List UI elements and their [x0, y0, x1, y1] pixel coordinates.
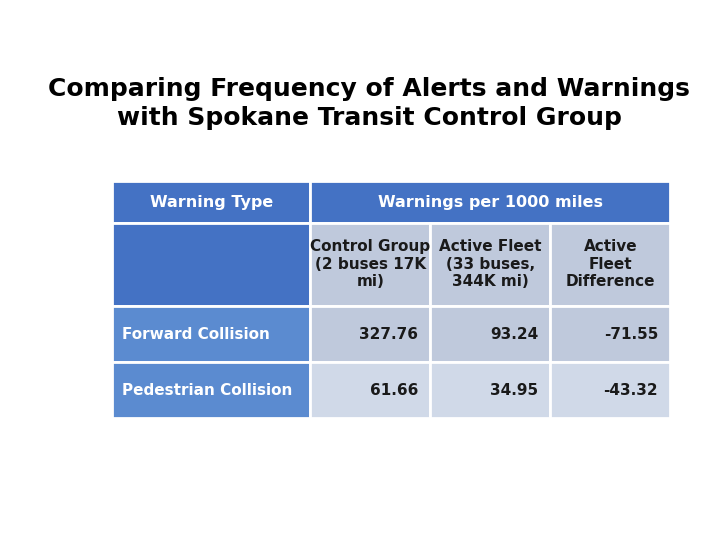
FancyBboxPatch shape — [431, 223, 550, 306]
FancyBboxPatch shape — [112, 362, 310, 418]
FancyBboxPatch shape — [310, 306, 431, 362]
Text: -71.55: -71.55 — [603, 327, 658, 341]
Text: 61.66: 61.66 — [370, 383, 418, 397]
FancyBboxPatch shape — [310, 223, 431, 306]
FancyBboxPatch shape — [550, 223, 670, 306]
Text: Active Fleet
(33 buses,
344K mi): Active Fleet (33 buses, 344K mi) — [439, 239, 541, 289]
Text: 34.95: 34.95 — [490, 383, 538, 397]
FancyBboxPatch shape — [550, 362, 670, 418]
Text: 327.76: 327.76 — [359, 327, 418, 341]
Text: 93.24: 93.24 — [490, 327, 538, 341]
FancyBboxPatch shape — [550, 306, 670, 362]
Text: Warning Type: Warning Type — [150, 194, 273, 210]
Text: Warnings per 1000 miles: Warnings per 1000 miles — [378, 194, 603, 210]
Text: Active
Fleet
Difference: Active Fleet Difference — [566, 239, 655, 289]
Text: Pedestrian Collision: Pedestrian Collision — [122, 383, 293, 397]
Text: Control Group
(2 buses 17K
mi): Control Group (2 buses 17K mi) — [310, 239, 431, 289]
FancyBboxPatch shape — [112, 223, 310, 306]
FancyBboxPatch shape — [112, 306, 310, 362]
FancyBboxPatch shape — [112, 181, 310, 223]
Text: Forward Collision: Forward Collision — [122, 327, 270, 341]
FancyBboxPatch shape — [431, 362, 550, 418]
FancyBboxPatch shape — [310, 181, 670, 223]
FancyBboxPatch shape — [310, 362, 431, 418]
Text: -43.32: -43.32 — [603, 383, 658, 397]
FancyBboxPatch shape — [431, 306, 550, 362]
Text: Comparing Frequency of Alerts and Warnings
with Spokane Transit Control Group: Comparing Frequency of Alerts and Warnin… — [48, 77, 690, 130]
